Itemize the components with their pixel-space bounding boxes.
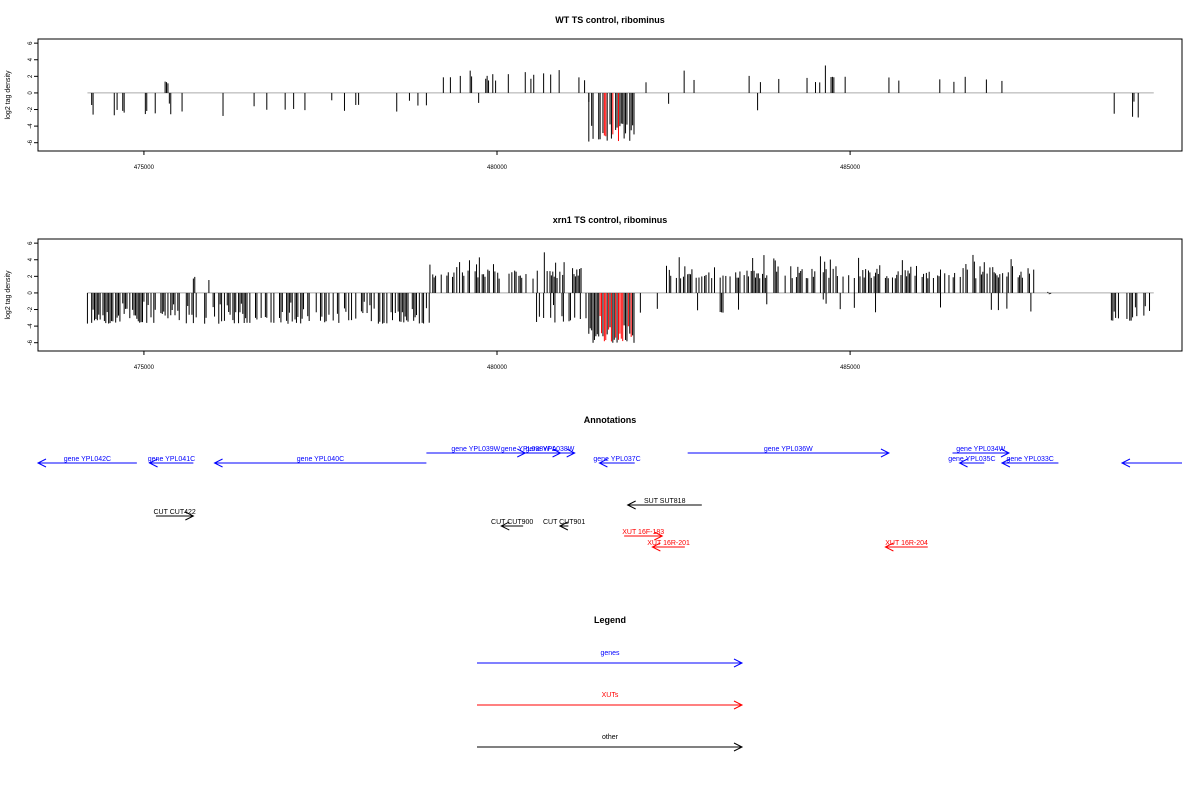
bars — [91, 65, 1139, 142]
feature-arrowhead — [1120, 458, 1131, 468]
y-tick-label: 6 — [28, 241, 34, 245]
legend-label: other — [602, 734, 619, 741]
plot-frame — [37, 238, 1183, 352]
plot-frame — [37, 38, 1183, 152]
y-tick-label: 2 — [28, 274, 34, 278]
bars — [86, 252, 1151, 343]
legend-arrowhead — [733, 700, 744, 710]
feature-gene: gene YPL036W — [687, 446, 891, 458]
feature-label: XUT 16R-201 — [647, 540, 690, 547]
feature-arrowhead — [884, 542, 894, 552]
feature-gene — [1120, 458, 1182, 468]
feature-arrowhead — [185, 511, 195, 521]
feature-other: CUT CUT901 — [543, 519, 585, 531]
feature-arrowhead — [558, 521, 569, 531]
annotations-panel: Annotations gene YPL042C gene YPL041C gene… — [36, 415, 1182, 552]
y-tick-label: 6 — [28, 41, 34, 45]
feature-arrowhead — [500, 521, 510, 531]
legend-label: XUTs — [602, 692, 619, 699]
feature-arrowhead — [598, 458, 608, 468]
feature-gene: gene YPL040C — [213, 456, 427, 468]
feature-label: gene YPL036W — [764, 446, 813, 453]
feature-arrowhead — [654, 531, 664, 541]
legend-label: genes — [600, 650, 620, 657]
feature-xut: XUT 16F-183 — [622, 529, 664, 541]
feature-gene: gene YPL033C — [1000, 456, 1059, 468]
x-tick-label: 485000 — [840, 365, 861, 371]
y-axis-label: log2 tag density — [5, 70, 12, 120]
y-tick-label: -2 — [28, 306, 34, 312]
feature-label: CUT CUT900 — [491, 519, 533, 526]
feature-label: gene YPL039W — [451, 446, 500, 453]
feature-arrowhead — [651, 542, 661, 552]
feature-other: SUT SUT818 — [626, 498, 702, 510]
feature-label: XUT 16R-204 — [885, 540, 928, 547]
feature-gene: gene YPL041C — [148, 456, 195, 468]
legend-arrowhead — [733, 742, 744, 752]
legend-panel: Legend genes XUTs other — [477, 615, 744, 752]
feature-label: gene YPL038W-A — [501, 446, 557, 453]
y-tick-label: -6 — [28, 139, 34, 145]
feature-label: CUT CUT901 — [543, 519, 585, 526]
legend-title: Legend — [594, 615, 626, 625]
annotations-title: Annotations — [584, 415, 637, 425]
x-tick-label: 485000 — [840, 165, 861, 171]
feature-arrowhead — [880, 448, 891, 458]
y-axis-label: log2 tag density — [5, 270, 12, 320]
y-tick-label: -2 — [28, 106, 34, 112]
y-tick-label: 4 — [28, 257, 34, 261]
feature-label: XUT 16F-183 — [622, 529, 664, 536]
feature-label: gene YPL034W — [956, 446, 1005, 453]
x-tick-label: 480000 — [487, 165, 508, 171]
feature-label: CUT CUT422 — [154, 509, 196, 516]
y-tick-label: 0 — [28, 91, 34, 95]
feature-arrowhead — [958, 458, 968, 468]
chart-title: WT TS control, ribominus — [555, 15, 665, 25]
feature-other: CUT CUT422 — [154, 509, 196, 521]
y-tick-label: -4 — [28, 323, 34, 329]
y-tick-label: 0 — [28, 291, 34, 295]
feature-arrowhead — [566, 448, 576, 458]
feature-gene: gene YPL042C — [36, 456, 137, 468]
legend-item-other: other — [477, 734, 744, 752]
feature-gene: gene YPL034W — [952, 446, 1011, 458]
feature-label: gene YPL033C — [1006, 456, 1053, 463]
y-tick-label: -4 — [28, 123, 34, 129]
feature-gene: gene YPL037C — [593, 456, 641, 468]
feature-arrowhead — [148, 458, 158, 468]
feature-label: gene YPL041C — [148, 456, 195, 463]
x-tick-label: 480000 — [487, 365, 508, 371]
feature-label: gene YPL038W — [526, 446, 575, 453]
feature-label: SUT SUT818 — [644, 498, 686, 505]
legend-arrowhead — [733, 658, 744, 668]
feature-xut: XUT 16R-204 — [884, 540, 928, 552]
x-tick-label: 475000 — [134, 165, 155, 171]
x-tick-label: 475000 — [134, 365, 155, 371]
feature-label: gene YPL040C — [297, 456, 344, 463]
feature-arrowhead — [626, 500, 636, 510]
feature-xut: XUT 16R-201 — [647, 540, 690, 552]
xrn1-track: xrn1 TS control, ribominus log2 tag densi… — [5, 215, 1183, 371]
feature-arrowhead — [1000, 458, 1011, 468]
feature-gene: gene YPL038W — [525, 446, 576, 458]
feature-label: gene YPL035C — [948, 456, 995, 463]
legend-item-xut: XUTs — [477, 692, 744, 710]
y-tick-label: 2 — [28, 74, 34, 78]
feature-arrowhead — [213, 458, 223, 468]
y-tick-label: 4 — [28, 57, 34, 61]
legend-item-gene: genes — [477, 650, 744, 668]
y-tick-label: -6 — [28, 339, 34, 345]
feature-other: CUT CUT900 — [491, 519, 533, 531]
feature-arrowhead — [36, 458, 47, 468]
chart-title: xrn1 TS control, ribominus — [553, 215, 668, 225]
feature-gene: gene YPL035C — [948, 456, 996, 468]
feature-label: gene YPL037C — [593, 456, 640, 463]
feature-label: gene YPL042C — [64, 456, 111, 463]
wt-track: WT TS control, ribominus log2 tag density… — [5, 15, 1183, 171]
feature-arrowhead — [1000, 448, 1011, 458]
